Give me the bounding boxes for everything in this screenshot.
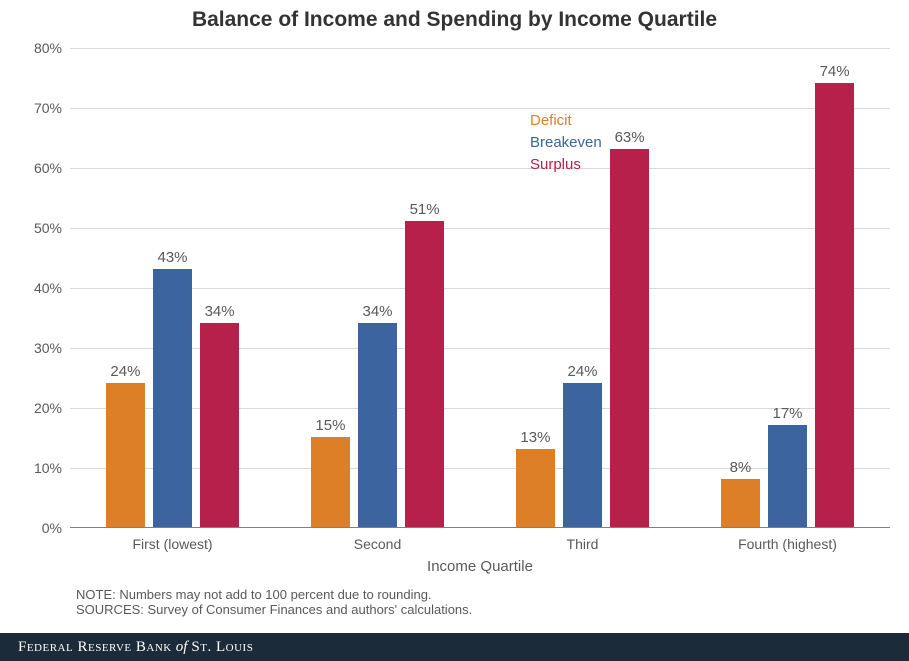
notes-block: NOTE: Numbers may not add to 100 percent… <box>76 587 472 617</box>
footer-of: of <box>176 639 188 656</box>
bar <box>516 449 555 527</box>
chart-title: Balance of Income and Spending by Income… <box>0 8 909 32</box>
y-tick-label: 50% <box>22 220 62 236</box>
y-tick-label: 10% <box>22 460 62 476</box>
x-tick-label: Fourth (highest) <box>685 536 890 552</box>
y-tick-label: 70% <box>22 100 62 116</box>
gridline <box>70 228 890 229</box>
legend-item: Breakeven <box>530 132 602 154</box>
bar <box>815 83 854 527</box>
x-tick-label: Third <box>480 536 685 552</box>
legend-item: Deficit <box>530 110 602 132</box>
bar-value-label: 34% <box>205 303 235 320</box>
footer-prefix: Federal Reserve Bank <box>18 639 172 656</box>
note-line: SOURCES: Survey of Consumer Finances and… <box>76 602 472 617</box>
y-tick-label: 80% <box>22 40 62 56</box>
bar-value-label: 17% <box>772 405 802 422</box>
bar <box>311 437 350 527</box>
note-line: NOTE: Numbers may not add to 100 percent… <box>76 587 472 602</box>
bar <box>610 149 649 527</box>
legend-item: Surplus <box>530 154 602 176</box>
bar <box>153 269 192 527</box>
bar-value-label: 74% <box>820 63 850 80</box>
bar-value-label: 24% <box>110 363 140 380</box>
bar <box>768 425 807 527</box>
gridline <box>70 288 890 289</box>
bar-value-label: 24% <box>567 363 597 380</box>
y-tick-label: 0% <box>22 520 62 536</box>
bar <box>200 323 239 527</box>
footer-bar: Federal Reserve Bank of St. Louis <box>0 633 909 661</box>
legend: DeficitBreakevenSurplus <box>530 110 602 176</box>
gridline <box>70 168 890 169</box>
x-axis-label: Income Quartile <box>70 558 890 575</box>
bar <box>106 383 145 527</box>
y-tick-label: 40% <box>22 280 62 296</box>
y-tick-label: 20% <box>22 400 62 416</box>
bar-value-label: 8% <box>730 459 752 476</box>
gridline <box>70 108 890 109</box>
gridline <box>70 408 890 409</box>
bar-value-label: 51% <box>410 201 440 218</box>
bar <box>405 221 444 527</box>
plot-area <box>70 48 890 528</box>
footer-suffix: St. Louis <box>191 639 253 656</box>
bar-value-label: 63% <box>615 129 645 146</box>
gridline <box>70 348 890 349</box>
bar-value-label: 13% <box>520 429 550 446</box>
x-tick-label: First (lowest) <box>70 536 275 552</box>
bar <box>358 323 397 527</box>
bar-value-label: 43% <box>157 249 187 266</box>
bar <box>721 479 760 527</box>
x-tick-label: Second <box>275 536 480 552</box>
bar <box>563 383 602 527</box>
gridline <box>70 48 890 49</box>
bar-value-label: 34% <box>362 303 392 320</box>
bar-value-label: 15% <box>315 417 345 434</box>
y-tick-label: 60% <box>22 160 62 176</box>
y-tick-label: 30% <box>22 340 62 356</box>
